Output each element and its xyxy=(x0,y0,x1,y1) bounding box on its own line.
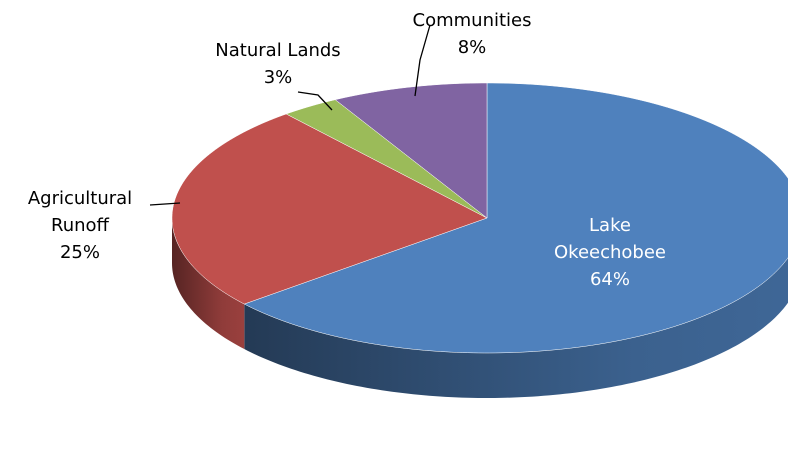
leader-line xyxy=(149,202,181,206)
category-label: Communities xyxy=(412,10,532,31)
slice-label: Communities 8% xyxy=(413,7,532,61)
slice-side xyxy=(172,218,245,350)
slice-label: Natural Lands 3% xyxy=(215,37,340,91)
category-label: Agricultural Runoff xyxy=(27,188,133,236)
category-label: Natural Lands xyxy=(215,40,341,61)
value-label: 64% xyxy=(589,269,630,290)
slice xyxy=(243,82,788,354)
value-label: 8% xyxy=(457,37,487,58)
leader-line xyxy=(414,24,431,97)
slice-side xyxy=(244,257,788,398)
slice-label: Agricultural Runoff 25% xyxy=(20,185,140,266)
slice xyxy=(171,113,488,305)
category-label: Lake Okeechobee xyxy=(554,215,666,263)
leader-line xyxy=(297,91,333,111)
slice xyxy=(334,82,488,219)
slice xyxy=(285,99,488,219)
value-label: 25% xyxy=(59,242,100,263)
value-label: 3% xyxy=(263,67,293,88)
slice-label: Lake Okeechobee 64% xyxy=(548,212,673,293)
